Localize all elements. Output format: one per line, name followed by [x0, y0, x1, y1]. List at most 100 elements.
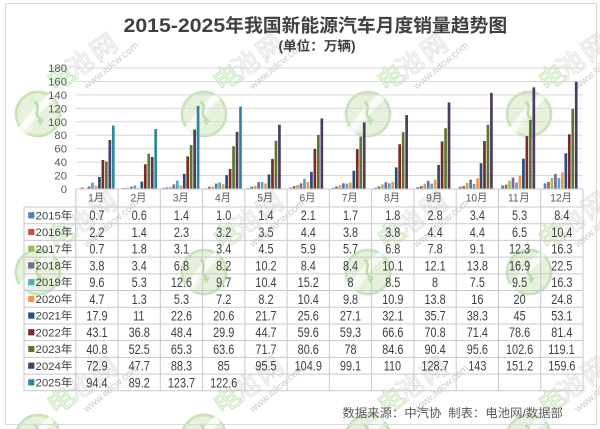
svg-text:15.2: 15.2 — [298, 275, 319, 291]
svg-text:8: 8 — [384, 192, 390, 204]
svg-text:59.6: 59.6 — [298, 325, 319, 341]
svg-text:11: 11 — [508, 192, 519, 204]
svg-text:3.8: 3.8 — [89, 258, 104, 274]
svg-text:78.6: 78.6 — [509, 325, 530, 341]
svg-text:95.5: 95.5 — [255, 358, 276, 374]
svg-text:11: 11 — [133, 308, 144, 324]
svg-text:52.5: 52.5 — [129, 342, 150, 358]
svg-text:8: 8 — [432, 275, 438, 291]
svg-text:2021: 2021 — [36, 311, 61, 323]
svg-text:12.3: 12.3 — [509, 241, 530, 257]
svg-text:3.2: 3.2 — [216, 225, 231, 241]
svg-text:1.0: 1.0 — [216, 208, 231, 224]
svg-text:5.3: 5.3 — [512, 208, 527, 224]
svg-text:12.1: 12.1 — [424, 258, 445, 274]
svg-text:78: 78 — [344, 342, 356, 358]
svg-text:9.8: 9.8 — [343, 292, 358, 308]
svg-text:12: 12 — [550, 192, 561, 204]
svg-text:48.4: 48.4 — [171, 325, 192, 341]
svg-text:59.3: 59.3 — [340, 325, 361, 341]
svg-text:4.4: 4.4 — [301, 225, 316, 241]
svg-text:29.9: 29.9 — [213, 325, 234, 341]
svg-text:): ) — [351, 39, 356, 54]
svg-text:24.8: 24.8 — [551, 292, 572, 308]
svg-text:2017: 2017 — [36, 244, 61, 256]
svg-text:4: 4 — [215, 192, 221, 204]
svg-text:95.6: 95.6 — [467, 342, 488, 358]
svg-text:110: 110 — [384, 358, 401, 374]
svg-text:44.7: 44.7 — [255, 325, 276, 341]
svg-text:2: 2 — [130, 192, 136, 204]
svg-text:1.8: 1.8 — [385, 208, 400, 224]
svg-text:160: 160 — [48, 76, 67, 88]
svg-text:80.6: 80.6 — [298, 342, 319, 358]
svg-text:7: 7 — [342, 192, 348, 204]
svg-text:2019: 2019 — [36, 277, 61, 289]
svg-text:7.8: 7.8 — [427, 241, 442, 257]
svg-text:3.8: 3.8 — [343, 225, 358, 241]
svg-text:65.3: 65.3 — [171, 342, 192, 358]
svg-text:0: 0 — [61, 184, 67, 196]
svg-text:81.4: 81.4 — [551, 325, 572, 341]
svg-text:104.9: 104.9 — [295, 358, 322, 374]
svg-text:10.4: 10.4 — [298, 292, 319, 308]
svg-text:159.6: 159.6 — [548, 358, 575, 374]
svg-text:2.3: 2.3 — [174, 225, 189, 241]
svg-text:4.5: 4.5 — [258, 241, 273, 257]
svg-text:32.1: 32.1 — [382, 308, 403, 324]
svg-text:6: 6 — [300, 192, 306, 204]
svg-text:10.1: 10.1 — [382, 258, 403, 274]
svg-text:1.4: 1.4 — [132, 225, 147, 241]
svg-text:2.2: 2.2 — [89, 225, 104, 241]
svg-text:123.7: 123.7 — [168, 375, 195, 391]
svg-text:20: 20 — [54, 171, 67, 183]
svg-text:1.3: 1.3 — [132, 292, 147, 308]
svg-text:20: 20 — [514, 292, 526, 308]
svg-text:119.1: 119.1 — [548, 342, 575, 358]
svg-text:(: ( — [278, 39, 283, 54]
svg-text:5.3: 5.3 — [174, 292, 189, 308]
svg-text:36.8: 36.8 — [129, 325, 150, 341]
svg-text:43.1: 43.1 — [86, 325, 107, 341]
svg-text:2.8: 2.8 — [427, 208, 442, 224]
svg-text:10.4: 10.4 — [551, 225, 572, 241]
svg-text:13.8: 13.8 — [467, 258, 488, 274]
svg-text:8.2: 8.2 — [216, 258, 231, 274]
svg-text:22.5: 22.5 — [551, 258, 572, 274]
svg-text:2022: 2022 — [36, 327, 61, 339]
svg-text:9: 9 — [426, 192, 432, 204]
svg-text:38.3: 38.3 — [467, 308, 488, 324]
svg-text:17.9: 17.9 — [86, 308, 107, 324]
svg-text:122.6: 122.6 — [210, 375, 237, 391]
svg-text:84.6: 84.6 — [382, 342, 403, 358]
svg-text:40: 40 — [54, 157, 67, 169]
svg-text:2020: 2020 — [36, 294, 61, 306]
svg-text:8.5: 8.5 — [385, 275, 400, 291]
svg-text:16.3: 16.3 — [551, 275, 572, 291]
svg-text:2016: 2016 — [36, 227, 61, 239]
svg-text:8.2: 8.2 — [258, 292, 273, 308]
svg-text:94.4: 94.4 — [86, 375, 107, 391]
svg-text:3.5: 3.5 — [258, 225, 273, 241]
svg-text:8.4: 8.4 — [301, 258, 316, 274]
svg-text:6.5: 6.5 — [512, 225, 527, 241]
svg-text:5.3: 5.3 — [132, 275, 147, 291]
svg-text:7.5: 7.5 — [470, 275, 485, 291]
svg-text:1: 1 — [88, 192, 94, 204]
svg-text:3: 3 — [173, 192, 179, 204]
svg-text:99.1: 99.1 — [340, 358, 361, 374]
svg-text:2.1: 2.1 — [301, 208, 316, 224]
svg-text:16.9: 16.9 — [509, 258, 530, 274]
svg-text:3.4: 3.4 — [132, 258, 147, 274]
svg-text:8.4: 8.4 — [343, 258, 358, 274]
svg-text:1.4: 1.4 — [174, 208, 189, 224]
svg-text:9.5: 9.5 — [512, 275, 527, 291]
svg-text:5.7: 5.7 — [343, 241, 358, 257]
svg-text:128.7: 128.7 — [421, 358, 448, 374]
svg-text:10.2: 10.2 — [255, 258, 276, 274]
svg-text:7.2: 7.2 — [216, 292, 231, 308]
svg-text:0.6: 0.6 — [132, 208, 147, 224]
svg-text:1.4: 1.4 — [258, 208, 273, 224]
svg-text:6.8: 6.8 — [385, 241, 400, 257]
svg-text:3.1: 3.1 — [174, 241, 189, 257]
